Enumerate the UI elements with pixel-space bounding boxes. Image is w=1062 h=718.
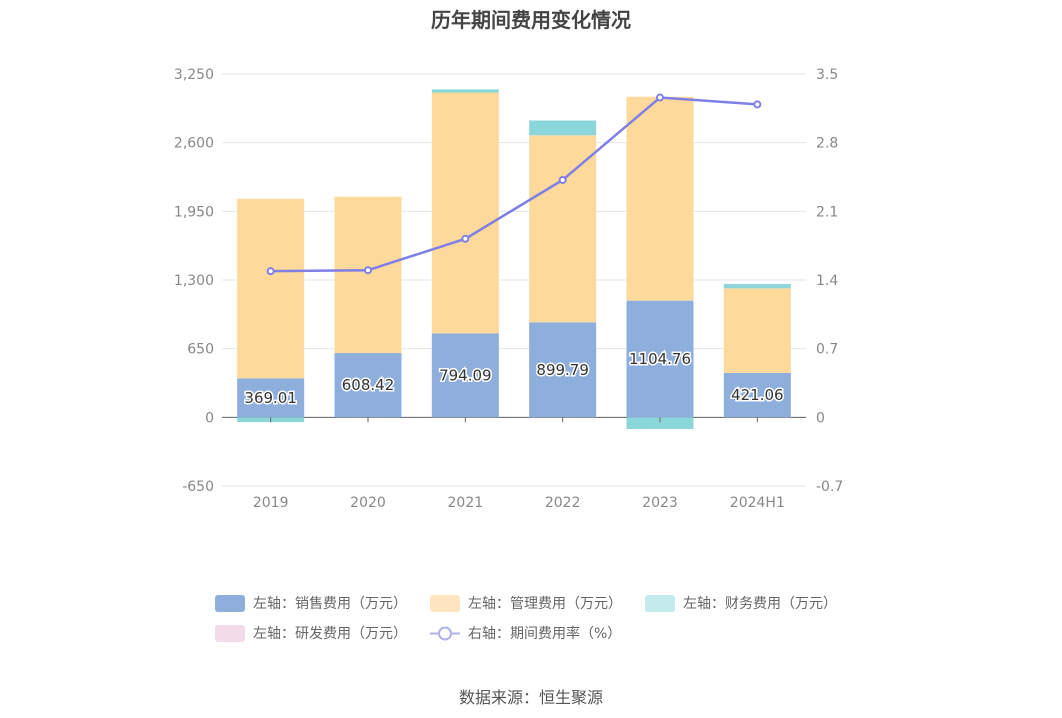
x-tick-label: 2023 xyxy=(642,495,678,511)
data-label: 899.79 xyxy=(536,361,589,379)
y-left-tick-label: 650 xyxy=(187,342,214,358)
bar-segment xyxy=(237,378,305,418)
legend-item-finance[interactable]: 左轴：财务费用（万元） xyxy=(645,593,837,613)
x-tick-label: 2019 xyxy=(253,495,289,511)
bar-segment xyxy=(431,333,499,418)
legend-label-finance: 左轴：财务费用（万元） xyxy=(683,596,837,612)
y-right-tick-label: 0.7 xyxy=(816,342,838,358)
y-right-tick-label: 3.5 xyxy=(816,67,838,83)
data-label: 608.42 xyxy=(342,376,395,394)
x-tick-label: 2022 xyxy=(545,495,581,511)
data-label: 369.01 xyxy=(244,389,297,407)
expense-rate-point xyxy=(266,267,275,276)
legend-label-expense-rate: 右轴：期间费用率（%） xyxy=(468,626,622,642)
y-right-tick-label: -0.7 xyxy=(816,479,843,495)
data-label: 1104.76 xyxy=(629,350,691,368)
x-tick-label: 2021 xyxy=(448,495,484,511)
bar-segment xyxy=(723,284,791,289)
legend-swatch-admin xyxy=(430,594,460,612)
bar-segment xyxy=(529,322,597,418)
legend-label-sales: 左轴：销售费用（万元） xyxy=(253,596,407,612)
bar-segment xyxy=(626,417,694,429)
bar-segment xyxy=(237,198,305,379)
expense-rate-point xyxy=(558,175,567,184)
legend-label-rnd: 左轴：研发费用（万元） xyxy=(253,626,407,642)
legend-item-rnd[interactable]: 左轴：研发费用（万元） xyxy=(215,623,407,643)
legend-item-sales[interactable]: 左轴：销售费用（万元） xyxy=(215,593,407,613)
chart-title: 历年期间费用变化情况 xyxy=(431,8,631,32)
legend-label-admin: 左轴：管理费用（万元） xyxy=(468,596,622,612)
legend-item-expense-rate[interactable]: 右轴：期间费用率（%） xyxy=(430,623,621,643)
bar-segment xyxy=(431,89,499,93)
expense-rate-point xyxy=(753,100,762,109)
y-right-tick-label: 2.1 xyxy=(816,204,838,220)
source-note: 数据来源：恒生聚源 xyxy=(458,688,603,707)
bar-segment xyxy=(723,372,791,418)
y-left-tick-label: 2,600 xyxy=(174,136,214,152)
x-tick-label: 2020 xyxy=(350,495,386,511)
y-left-tick-label: 0 xyxy=(205,410,214,426)
data-label: 794.09 xyxy=(439,366,492,384)
bar-segment xyxy=(431,92,499,334)
bar-segment xyxy=(626,96,694,301)
y-left-tick-label: 1,950 xyxy=(174,204,214,220)
expense-rate-point xyxy=(364,266,372,275)
y-right-tick-label: 1.4 xyxy=(816,273,838,289)
legend-swatch-rnd xyxy=(215,624,245,642)
y-left-tick-label: -650 xyxy=(182,479,214,495)
bar-segment xyxy=(723,288,791,373)
legend-swatch-sales xyxy=(215,594,245,612)
expense-rate-point xyxy=(461,234,470,243)
expense-rate-line xyxy=(270,96,758,273)
y-right-tick-label: 2.8 xyxy=(816,136,838,152)
bar-segment xyxy=(626,300,694,418)
legend-line-icon xyxy=(430,626,460,640)
expense-rate-point xyxy=(656,93,664,102)
x-tick-label: 2024H1 xyxy=(730,495,785,511)
legend-swatch-finance xyxy=(645,594,675,612)
bar-segment xyxy=(529,135,597,323)
data-label: 421.06 xyxy=(731,386,784,404)
legend-item-admin[interactable]: 左轴：管理费用（万元） xyxy=(430,593,622,613)
bar-segment xyxy=(334,353,402,418)
bar-segment xyxy=(334,196,402,354)
y-left-tick-label: 3,250 xyxy=(174,67,214,83)
bar-segment xyxy=(529,120,597,136)
y-left-tick-label: 1,300 xyxy=(174,273,214,289)
y-right-tick-label: 0 xyxy=(816,410,825,426)
